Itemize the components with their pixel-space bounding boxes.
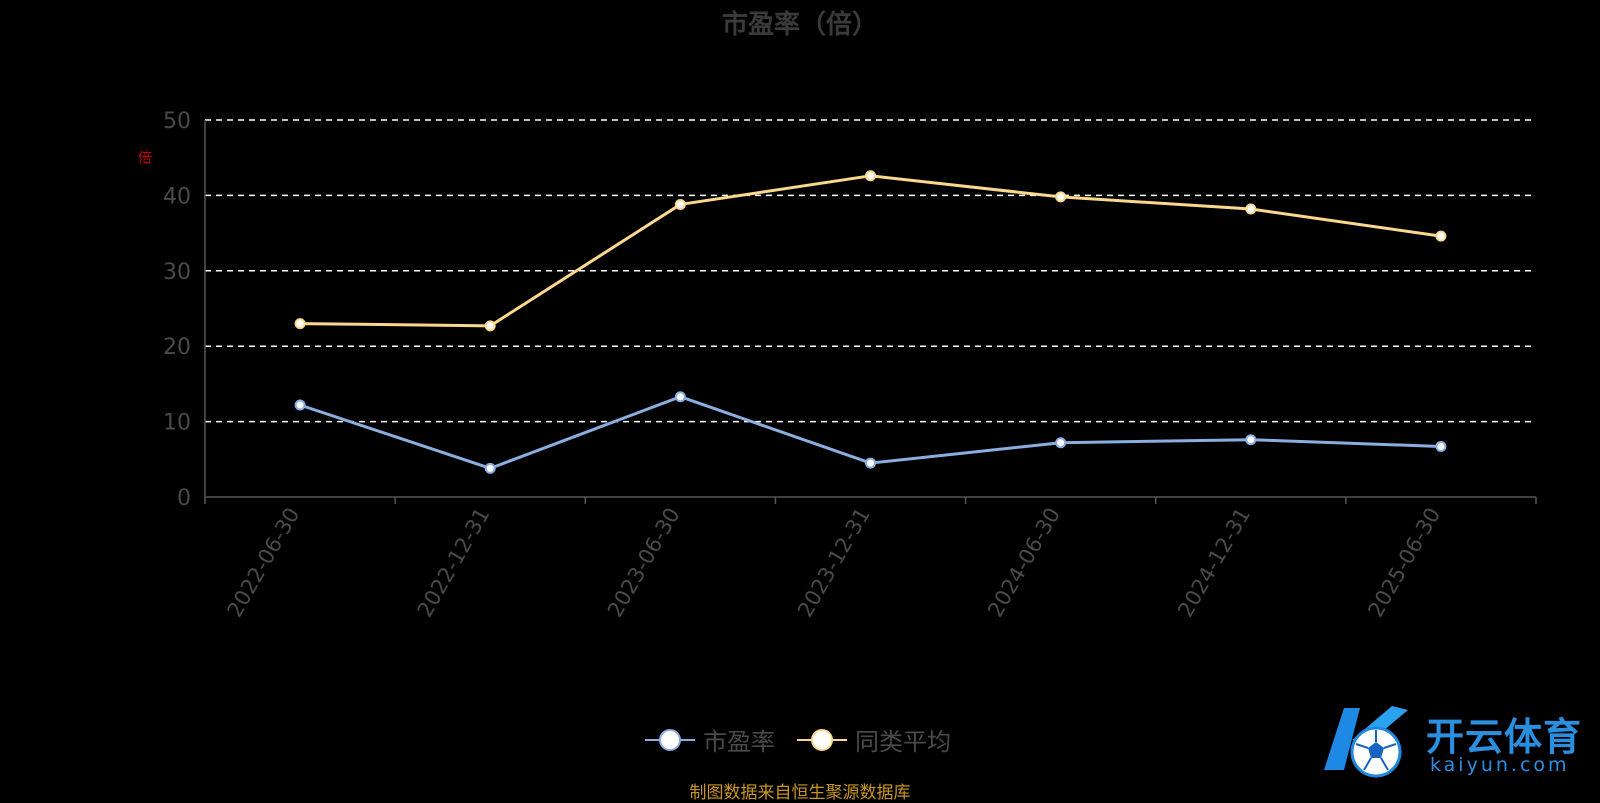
legend-label-pe: 市盈率	[703, 728, 775, 756]
y-axis-unit-label: 倍	[136, 150, 152, 164]
legend-swatch-avg	[797, 728, 847, 752]
y-tick-label-40: 40	[163, 184, 191, 209]
data-point-series1-1	[484, 320, 496, 332]
data-point-series0-4	[1055, 437, 1067, 449]
soccer-ball-logo-icon	[1324, 706, 1408, 778]
logo-text-en: kaiyun.com	[1430, 754, 1570, 776]
x-tick-label-2022-12-31: 2022-12-31	[413, 504, 495, 622]
data-point-series1-4	[1055, 191, 1067, 203]
x-tick-label-2024-12-31: 2024-12-31	[1173, 504, 1255, 622]
source-note: 制图数据来自恒生聚源数据库	[689, 783, 911, 803]
y-tick-label-0: 0	[177, 486, 191, 511]
x-tick-label-2023-12-31: 2023-12-31	[793, 504, 875, 622]
data-point-series1-5	[1245, 203, 1257, 215]
data-point-series1-2	[674, 198, 686, 210]
y-tick-label-10: 10	[163, 411, 191, 436]
y-tick-label-20: 20	[163, 335, 191, 360]
legend-label-avg: 同类平均	[855, 728, 951, 756]
legend-item-avg[interactable]: 同类平均	[797, 722, 951, 757]
data-point-series1-6	[1435, 230, 1447, 242]
y-tick-label-30: 30	[163, 260, 191, 285]
kaiyun-logo: 开云体育 kaiyun.com	[1314, 700, 1594, 780]
logo-text-cn: 开云体育	[1426, 715, 1583, 759]
data-point-series0-1	[484, 462, 496, 474]
data-point-series0-0	[294, 399, 306, 411]
series-line-1	[300, 174, 1442, 328]
x-tick-label-2025-06-30: 2025-06-30	[1363, 504, 1445, 622]
y-tick-label-50: 50	[163, 109, 191, 134]
legend-swatch-pe	[645, 728, 695, 752]
data-point-series1-0	[294, 318, 306, 330]
data-point-series1-3	[865, 170, 876, 182]
x-tick-label-2024-06-30: 2024-06-30	[983, 504, 1065, 622]
x-tick-label-2023-06-30: 2023-06-30	[603, 504, 685, 622]
legend-item-pe[interactable]: 市盈率	[645, 722, 775, 757]
data-point-series0-5	[1245, 434, 1257, 446]
data-point-series0-3	[865, 457, 876, 469]
data-point-series0-2	[674, 391, 686, 403]
chart-legend: 市盈率 同类平均	[645, 722, 973, 757]
data-point-series0-6	[1435, 440, 1447, 452]
x-tick-label-2022-06-30: 2022-06-30	[223, 504, 305, 622]
chart-title: 市盈率（倍）	[721, 10, 878, 40]
